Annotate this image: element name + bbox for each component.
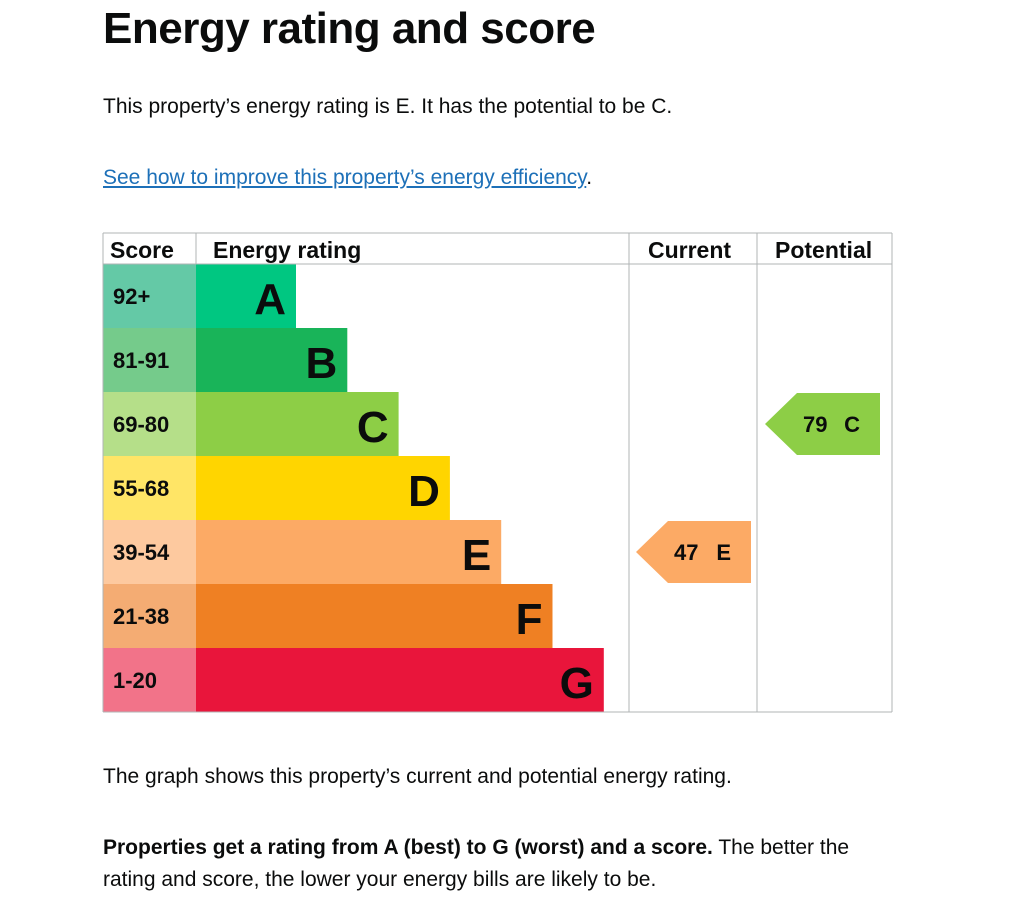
bar-label-B: B	[306, 339, 338, 388]
potential-rating: C	[844, 412, 860, 437]
score-cell-F	[103, 584, 196, 648]
bar-label-G: G	[560, 659, 594, 708]
bar-D	[196, 456, 450, 520]
note-bold: Properties get a rating from A (best) to…	[103, 836, 713, 859]
header-current: Current	[648, 237, 731, 263]
score-range-G: 1-20	[113, 668, 157, 693]
header-potential: Potential	[775, 237, 872, 263]
score-range-B: 81-91	[113, 348, 169, 373]
improve-paragraph: See how to improve this property’s energ…	[103, 162, 592, 194]
score-cell-E	[103, 520, 196, 584]
score-range-F: 21-38	[113, 604, 169, 629]
bar-F	[196, 584, 553, 648]
score-cell-A	[103, 264, 196, 328]
bar-A	[196, 264, 296, 328]
bar-label-C: C	[357, 403, 389, 452]
score-cell-D	[103, 456, 196, 520]
bar-label-F: F	[516, 595, 543, 644]
score-cell-G	[103, 648, 196, 712]
current-arrow	[636, 521, 751, 583]
score-range-E: 39-54	[113, 540, 170, 565]
potential-arrow	[765, 393, 880, 455]
header-energy-rating: Energy rating	[213, 237, 361, 263]
link-suffix: .	[586, 166, 593, 189]
score-range-D: 55-68	[113, 476, 169, 501]
bar-G	[196, 648, 604, 712]
potential-score: 79	[803, 412, 827, 437]
page-title: Energy rating and score	[103, 4, 596, 53]
current-score: 47	[674, 540, 698, 565]
header-score: Score	[110, 237, 174, 263]
bar-label-A: A	[254, 275, 286, 324]
caption-text: The graph shows this property’s current …	[103, 765, 732, 788]
bar-B	[196, 328, 348, 392]
intro-text: This property’s energy rating is E. It h…	[103, 95, 673, 118]
score-range-C: 69-80	[113, 412, 169, 437]
score-range-A: 92+	[113, 284, 150, 309]
note-text: Properties get a rating from A (best) to…	[103, 832, 903, 896]
bar-C	[196, 392, 399, 456]
bar-label-E: E	[462, 531, 491, 580]
note-rest: The better the rating and score, the low…	[103, 836, 850, 891]
bar-E	[196, 520, 502, 584]
improve-link[interactable]: See how to improve this property’s energ…	[103, 166, 587, 189]
current-rating: E	[716, 540, 731, 565]
score-cell-B	[103, 328, 196, 392]
bar-label-D: D	[408, 467, 440, 516]
score-cell-C	[103, 392, 196, 456]
